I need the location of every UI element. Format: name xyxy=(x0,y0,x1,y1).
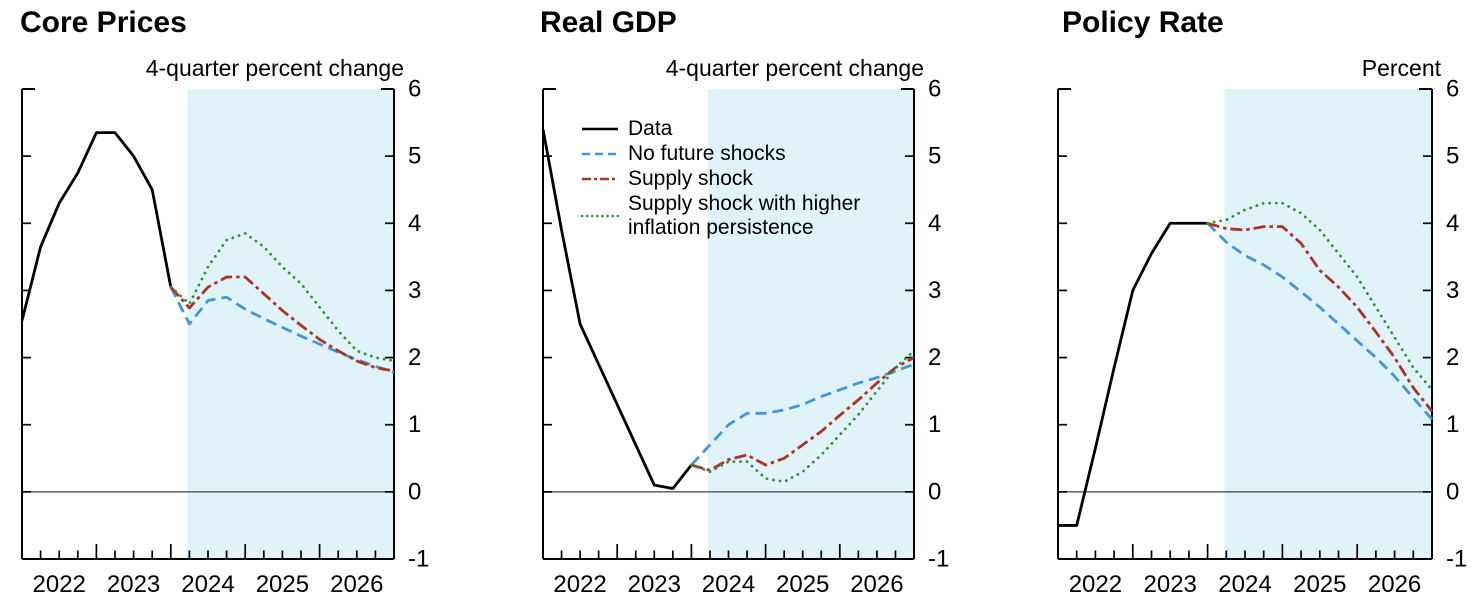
legend-label: Supply shock xyxy=(628,167,753,191)
x-year-label: 2025 xyxy=(256,571,309,598)
y-tick-label: 4 xyxy=(408,210,421,237)
legend-label-line: Data xyxy=(628,117,673,140)
x-year-label: 2024 xyxy=(702,571,755,598)
y-tick-label: 2 xyxy=(408,344,421,371)
x-year-label: 2023 xyxy=(628,571,681,598)
series-line-data xyxy=(1058,221,1208,527)
y-tick-label: 3 xyxy=(1446,277,1459,304)
x-year-label: 2024 xyxy=(181,571,234,598)
legend-label-line: Supply shock with higher xyxy=(628,192,861,215)
x-axis-labels: 2022 2023 2024 2025 2026 xyxy=(33,571,384,598)
legend-swatch-dashed-line-icon xyxy=(582,152,618,156)
forecast-shade-region xyxy=(187,89,394,559)
legend-label: No future shocks xyxy=(628,142,786,166)
y-tick-label: -1 xyxy=(928,546,949,573)
x-axis-ticks xyxy=(542,544,915,559)
series-line-supply-shock xyxy=(691,356,915,472)
x-axis-ticks xyxy=(1057,544,1433,559)
y-tick-label: 2 xyxy=(928,344,941,371)
y-tick-label: 0 xyxy=(408,478,421,505)
x-year-label: 2026 xyxy=(850,571,903,598)
x-year-label: 2026 xyxy=(1368,571,1421,598)
x-year-label: 2024 xyxy=(1218,571,1271,598)
y-tick-label: 5 xyxy=(928,143,941,170)
y-tick-label: 0 xyxy=(928,478,941,505)
series-line-no-future-shocks xyxy=(690,362,915,466)
chart-legend: Data No future shocks Supply shock Supply s… xyxy=(581,117,860,241)
y-tick-label: 6 xyxy=(408,76,421,103)
x-year-label: 2023 xyxy=(107,571,160,598)
series-line-no-future-shocks xyxy=(1206,222,1434,421)
y-tick-label: 3 xyxy=(928,277,941,304)
y-tick-label: 3 xyxy=(408,277,421,304)
y-tick-label: 1 xyxy=(1446,411,1459,438)
x-year-label: 2022 xyxy=(1069,571,1122,598)
legend-entry: Supply shock with higher inflation persis… xyxy=(581,192,860,240)
y-tick-label: -1 xyxy=(408,546,429,573)
legend-label: Supply shock with higher inflation persis… xyxy=(628,192,860,240)
forecast-shade-region xyxy=(708,89,914,559)
unit-label-policy-rate: Percent xyxy=(1361,55,1441,81)
y-tick-label: 5 xyxy=(1446,143,1459,170)
y-axis-ticks: -1 0 1 2 3 4 5 6 xyxy=(22,76,429,573)
x-axis-ticks xyxy=(21,544,395,559)
y-tick-label: 5 xyxy=(408,143,421,170)
y-axis-ticks: -1 0 1 2 3 4 5 6 xyxy=(543,76,949,573)
unit-label-core-prices: 4-quarter percent change xyxy=(145,55,404,81)
y-tick-label: 0 xyxy=(1446,478,1459,505)
y-tick-label: 4 xyxy=(1446,210,1459,237)
x-year-label: 2025 xyxy=(776,571,829,598)
x-year-label: 2025 xyxy=(1293,571,1346,598)
series-line-supply-shock xyxy=(169,275,395,373)
legend-entry: Data xyxy=(581,117,860,141)
y-tick-label: -1 xyxy=(1446,546,1467,573)
forecast-shade-region xyxy=(1224,89,1432,559)
y-tick-label: 1 xyxy=(408,411,421,438)
legend-swatch-dotted-line-icon xyxy=(581,214,619,218)
x-year-label: 2022 xyxy=(553,571,606,598)
chart-title-core-prices: Core Prices xyxy=(20,6,187,39)
y-tick-label: 6 xyxy=(928,76,941,103)
series-line-supply-shock-with-higher-inflation-persistence xyxy=(169,231,396,363)
unit-label-real-gdp: 4-quarter percent change xyxy=(665,55,924,81)
series-line-supply-shock-with-higher-inflation-persistence xyxy=(690,349,916,484)
series-line-data xyxy=(541,129,693,490)
x-year-label: 2022 xyxy=(33,571,86,598)
y-tick-label: 6 xyxy=(1446,76,1459,103)
legend-label: Data xyxy=(628,117,672,141)
series-line-supply-shock xyxy=(1207,221,1434,413)
x-axis-labels: 2022 2023 2024 2025 2026 xyxy=(1069,571,1422,598)
x-year-label: 2026 xyxy=(330,571,383,598)
legend-entry: No future shocks xyxy=(581,142,860,166)
legend-label-line: Supply shock xyxy=(628,167,753,190)
chart-title-policy-rate: Policy Rate xyxy=(1062,6,1224,39)
legend-swatch-dashdot-line-icon xyxy=(582,177,618,181)
legend-label-line: No future shocks xyxy=(628,142,786,165)
legend-entry: Supply shock xyxy=(581,167,860,191)
legend-swatch-solid-line-icon xyxy=(582,127,618,131)
x-axis-labels: 2022 2023 2024 2025 2026 xyxy=(553,571,903,598)
y-tick-label: 1 xyxy=(928,411,941,438)
y-tick-label: 2 xyxy=(1446,344,1459,371)
legend-label-line: inflation persistence xyxy=(628,216,814,239)
series-line-data xyxy=(20,131,173,321)
series-line-no-future-shocks xyxy=(169,286,395,374)
x-year-label: 2023 xyxy=(1144,571,1197,598)
y-tick-label: 4 xyxy=(928,210,941,237)
chart-title-real-gdp: Real GDP xyxy=(540,6,677,39)
y-axis-ticks: -1 0 1 2 3 4 5 6 xyxy=(1058,76,1467,573)
series-line-supply-shock-with-higher-inflation-persistence xyxy=(1206,201,1434,392)
